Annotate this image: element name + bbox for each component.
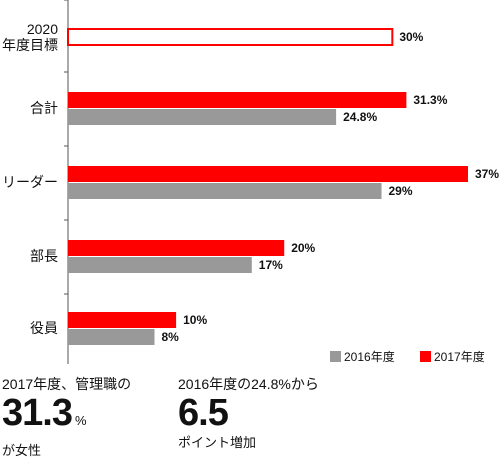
legend-label-2016: 2016年度 [344,349,395,364]
data-label: 17% [259,258,283,272]
stat-left-subcaption: が女性 [2,443,42,458]
data-label: 24.8% [343,110,377,124]
category-label: 2020 年度目標 [2,21,58,53]
category-label: 合計 [30,100,58,116]
stat-left: 2017年度、管理職の 31.3% が女性 [2,374,131,459]
legend: 2016年度 2017年度 [330,349,485,364]
category-label: 役員 [30,320,58,336]
stat-left-unit: % [74,413,87,428]
legend-swatch-2016 [330,351,341,362]
stat-right: 2016年度の24.8%から 6.5 ポイント増加 [178,374,319,451]
stat-right-subcaption: ポイント増加 [178,435,257,450]
data-label: 30% [399,30,423,44]
data-label: 29% [389,184,413,198]
legend-label-2017: 2017年度 [434,349,485,364]
bar-2016 [68,109,337,125]
category-label: 部長 [30,248,58,264]
data-label: 37% [475,167,499,181]
stat-left-value: 31.3% [2,392,87,434]
data-label: 8% [161,330,179,344]
bar-target-outline [67,28,394,46]
stat-right-caption: 2016年度の24.8%から [178,376,319,392]
bar-2016 [68,183,382,199]
bar-2017 [68,240,285,256]
bar-2017 [68,312,177,328]
bar-2017 [68,166,468,182]
data-label: 10% [183,313,207,327]
bar-2017 [68,92,407,108]
category-label: リーダー [2,174,58,190]
data-label: 31.3% [413,93,447,107]
stat-left-caption: 2017年度、管理職の [2,376,132,392]
bar-2016 [68,257,252,273]
legend-swatch-2017 [420,351,431,362]
bar-2016 [68,329,155,345]
stat-right-value: 6.5 [178,392,229,434]
data-label: 20% [291,241,315,255]
